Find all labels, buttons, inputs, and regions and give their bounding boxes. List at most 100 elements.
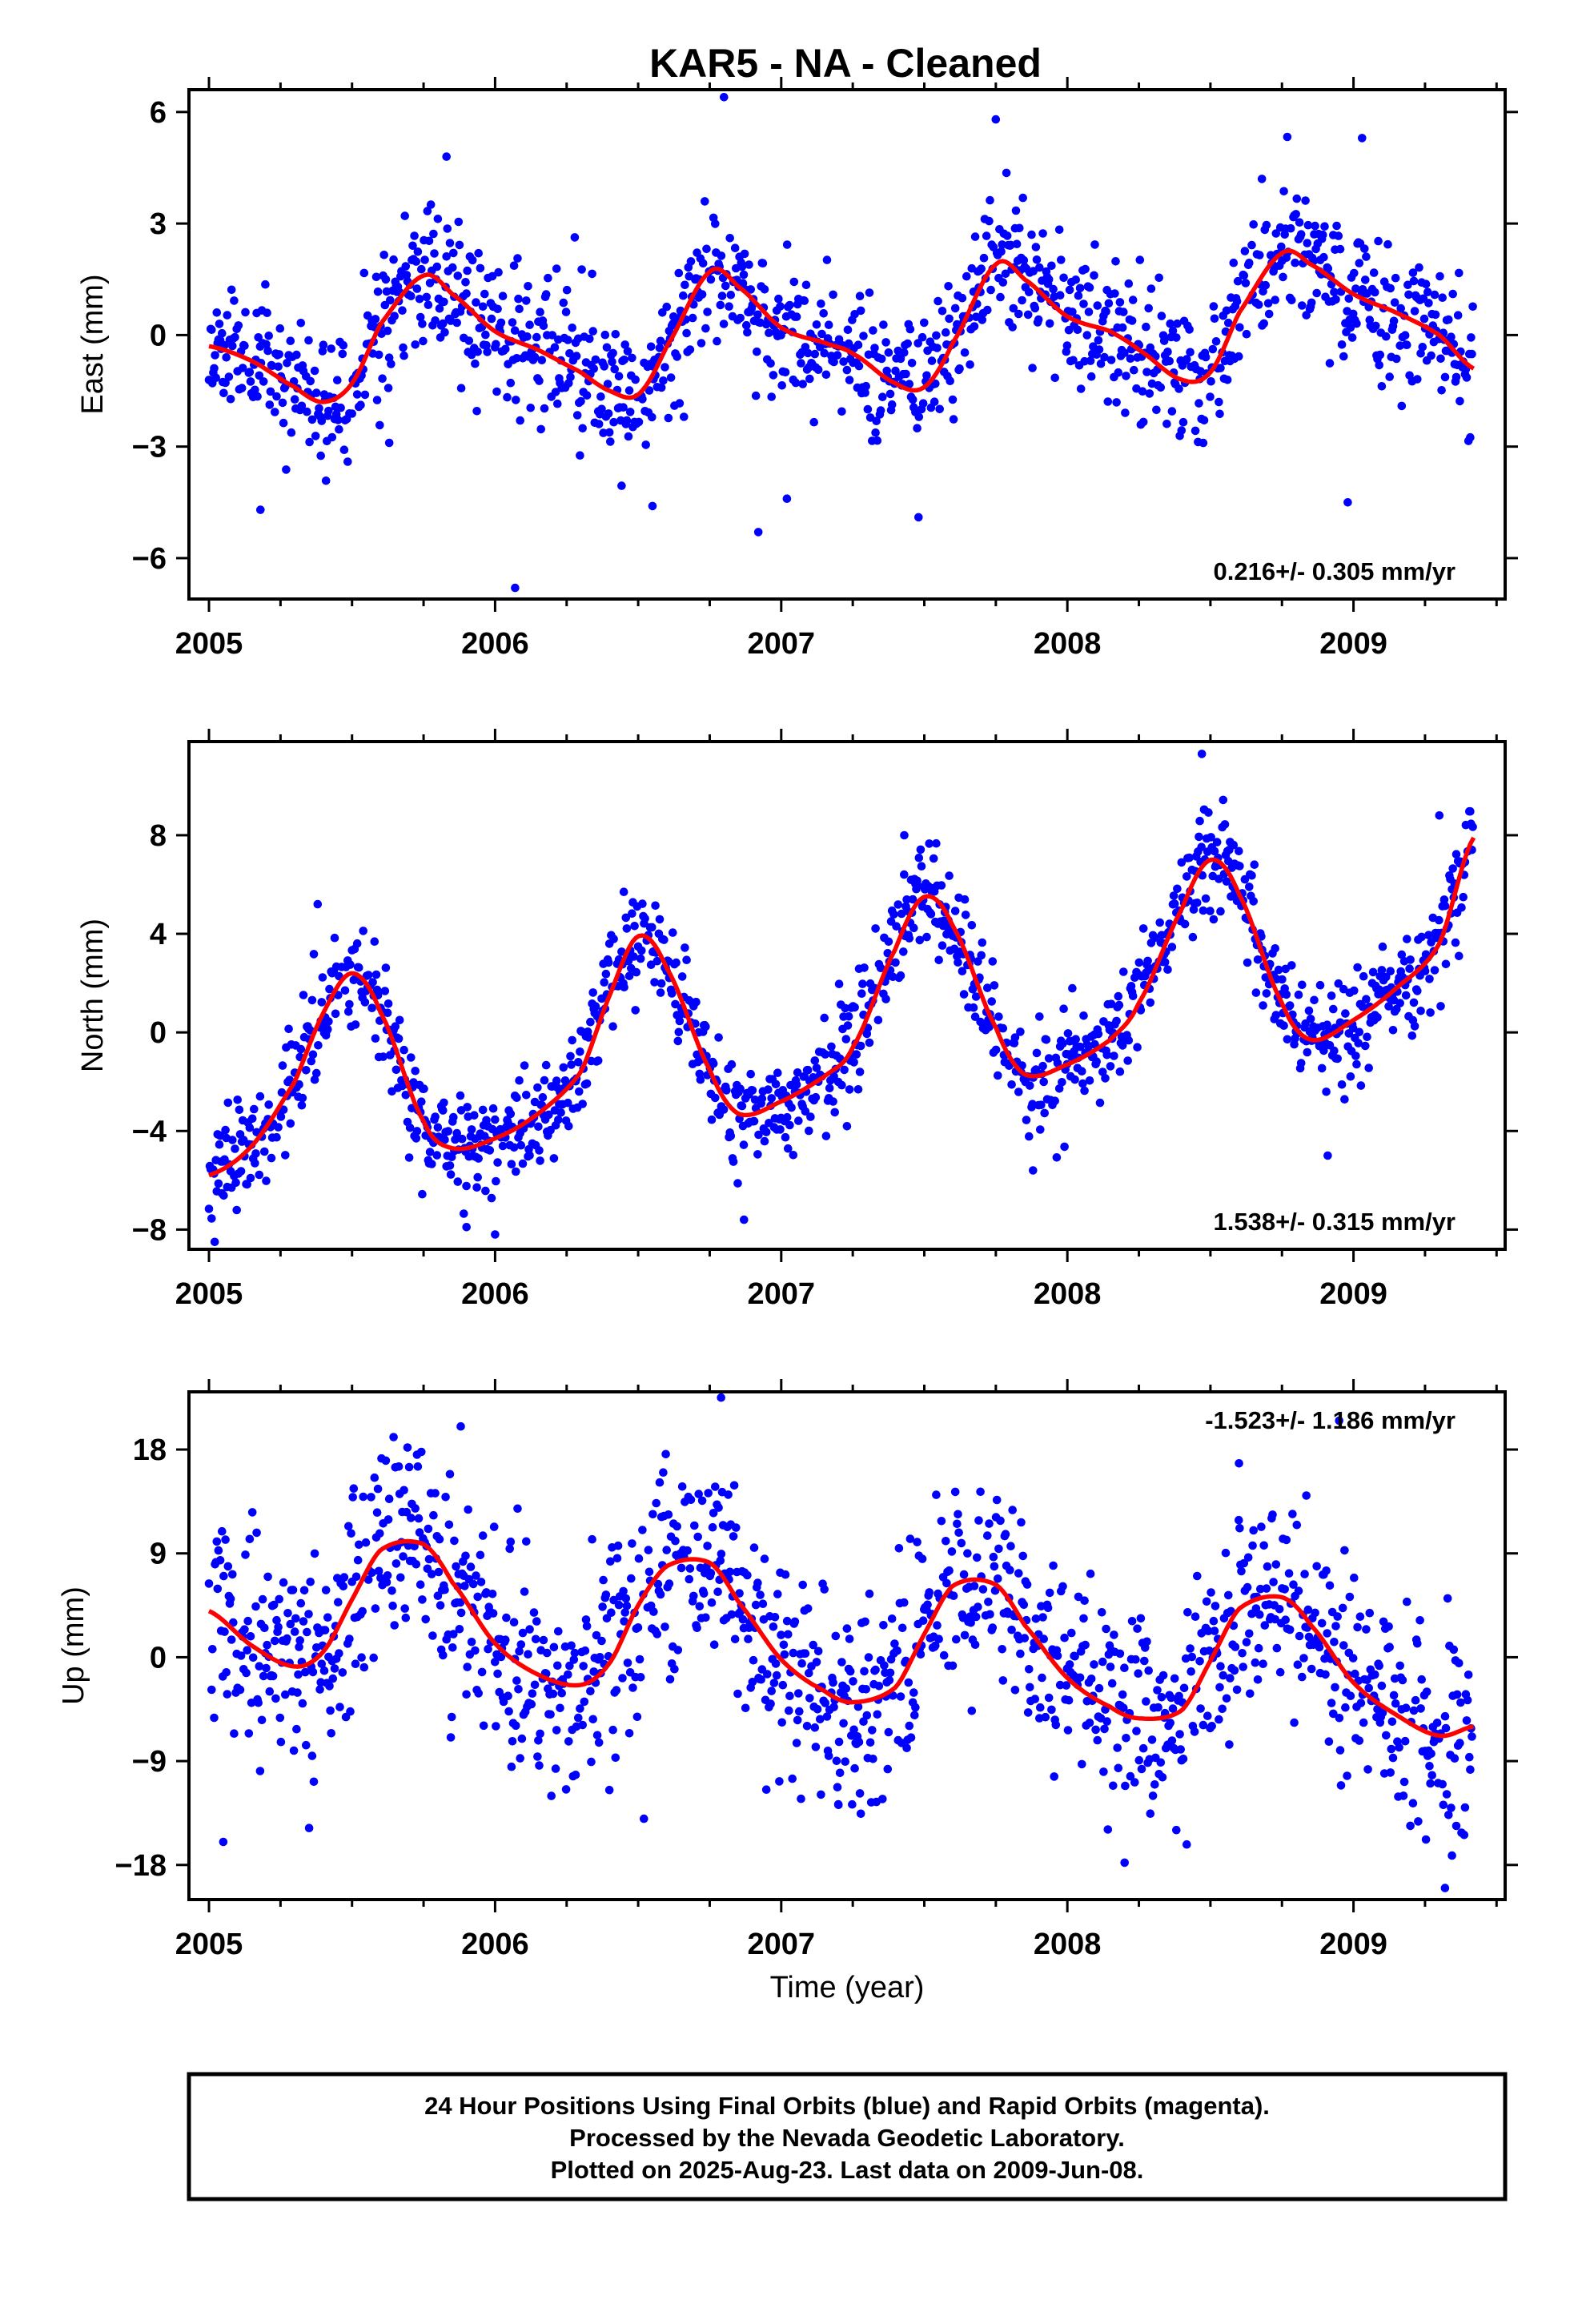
data-point xyxy=(887,400,897,409)
data-point xyxy=(400,211,410,220)
data-point xyxy=(974,1516,983,1525)
data-point xyxy=(1419,314,1429,324)
data-point xyxy=(346,960,355,969)
east-y-axis: 630−3−6 xyxy=(132,96,1518,576)
y-tick-label: 9 xyxy=(150,1538,167,1571)
data-point xyxy=(302,1066,311,1075)
data-point xyxy=(958,967,967,975)
data-point xyxy=(525,320,534,330)
data-point xyxy=(950,907,960,915)
data-point xyxy=(226,395,235,404)
data-point xyxy=(240,341,249,351)
data-point xyxy=(428,1160,436,1168)
data-point xyxy=(966,360,974,369)
data-point xyxy=(1215,397,1223,407)
data-point xyxy=(1114,991,1123,1001)
data-point xyxy=(401,262,411,271)
data-point xyxy=(1220,820,1230,829)
data-point xyxy=(564,1737,573,1746)
data-point xyxy=(855,1068,865,1076)
data-point xyxy=(402,1507,412,1517)
data-point xyxy=(1187,1652,1197,1662)
data-point xyxy=(416,1580,425,1589)
data-point xyxy=(1223,376,1232,384)
data-point xyxy=(976,1487,985,1497)
data-point xyxy=(1460,1831,1469,1839)
data-point xyxy=(797,1659,806,1668)
data-point xyxy=(489,1522,499,1531)
data-point xyxy=(1263,1562,1272,1571)
data-point xyxy=(1219,1671,1228,1680)
data-point xyxy=(1327,991,1336,1000)
data-point xyxy=(536,424,545,434)
data-point xyxy=(401,1091,411,1100)
data-point xyxy=(1101,1074,1110,1083)
y-tick-label: 0 xyxy=(150,319,167,352)
data-point xyxy=(226,1594,235,1603)
data-point xyxy=(218,328,227,338)
data-point xyxy=(1059,273,1068,283)
data-point xyxy=(1425,1762,1434,1771)
data-point xyxy=(655,915,665,924)
data-point xyxy=(841,1757,849,1766)
data-point xyxy=(1055,291,1065,300)
data-point xyxy=(456,1598,465,1607)
data-point xyxy=(1325,1581,1335,1590)
data-point xyxy=(353,1555,363,1565)
data-point xyxy=(330,1664,339,1673)
data-point xyxy=(1269,1578,1278,1586)
data-point xyxy=(1165,356,1174,366)
data-point xyxy=(1106,356,1116,364)
data-point xyxy=(905,324,915,334)
data-point xyxy=(954,958,962,967)
data-point xyxy=(299,1586,309,1595)
data-point xyxy=(439,1106,448,1115)
data-point xyxy=(492,387,501,396)
data-point xyxy=(1259,1659,1267,1668)
data-point xyxy=(698,259,708,268)
data-point xyxy=(770,1613,780,1622)
data-point xyxy=(508,1737,517,1746)
data-point xyxy=(504,1691,512,1700)
data-point xyxy=(473,348,482,356)
data-point xyxy=(1094,336,1103,345)
data-point xyxy=(492,340,500,349)
data-point xyxy=(812,1658,821,1667)
data-point xyxy=(536,308,544,317)
x-tick-label: 2006 xyxy=(461,627,529,661)
data-point xyxy=(977,264,986,273)
data-point xyxy=(452,1562,460,1571)
data-point xyxy=(1360,244,1369,253)
data-point xyxy=(1126,1771,1135,1781)
data-point xyxy=(507,1160,516,1168)
data-point xyxy=(1178,1755,1188,1763)
data-point xyxy=(701,1022,710,1031)
data-point xyxy=(750,1096,760,1104)
data-point xyxy=(1306,1015,1315,1023)
data-point xyxy=(219,388,228,398)
data-point xyxy=(310,1549,319,1558)
data-point xyxy=(624,386,634,395)
data-point xyxy=(690,1521,699,1530)
data-point xyxy=(707,1598,717,1607)
data-point xyxy=(896,1692,905,1701)
data-point xyxy=(532,1617,541,1626)
data-point xyxy=(986,1610,994,1619)
data-point xyxy=(1112,398,1121,407)
data-point xyxy=(1186,1644,1195,1653)
data-point xyxy=(1027,230,1036,239)
data-point xyxy=(246,1632,255,1641)
data-point xyxy=(468,255,477,265)
data-point xyxy=(1080,1596,1089,1605)
data-point xyxy=(248,1653,258,1663)
data-point xyxy=(865,1038,874,1047)
data-point xyxy=(561,308,571,316)
data-point xyxy=(648,923,656,932)
data-point xyxy=(1277,242,1286,251)
data-point xyxy=(1094,345,1104,354)
north-x-axis: 2005 2006 2007 2008 2009 xyxy=(175,729,1498,1311)
data-point xyxy=(900,830,909,840)
data-point xyxy=(1059,1004,1068,1013)
data-point xyxy=(697,290,707,299)
data-point xyxy=(1224,1590,1233,1600)
